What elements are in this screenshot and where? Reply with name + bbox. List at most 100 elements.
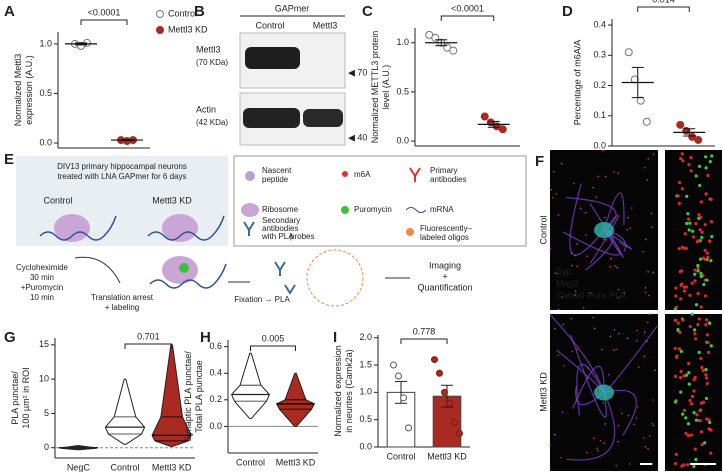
puncta [680, 187, 684, 191]
data-point [400, 394, 407, 402]
legend-text: m6A [354, 170, 371, 179]
puncta [644, 445, 647, 448]
puncta [609, 335, 612, 338]
puncta [694, 174, 698, 178]
puncta [574, 294, 576, 296]
puncta [693, 332, 697, 336]
puncta [651, 463, 654, 465]
row-size: (42 KDa) [196, 118, 228, 127]
dendrite [576, 363, 605, 416]
puncta [704, 192, 708, 196]
puncta [647, 157, 649, 160]
puncta [674, 452, 678, 457]
legend-text: probes [290, 232, 314, 241]
puncta [652, 399, 654, 401]
puncta [704, 373, 708, 377]
puncta [689, 155, 693, 160]
puncta [651, 423, 654, 425]
y-tick-label: 1.5 [359, 359, 372, 369]
treatment: Cycloheximide [16, 263, 69, 272]
channel-label: CamkII-Puro PLA [556, 290, 626, 300]
icon [341, 206, 349, 214]
blot-band [243, 108, 300, 128]
dendrite [603, 389, 637, 436]
puncta [684, 373, 689, 377]
data-point [436, 369, 443, 377]
puncta [560, 162, 563, 165]
puncta [704, 318, 709, 322]
puncta [674, 294, 678, 298]
y-tick-label: 0 [44, 442, 49, 452]
puncta [688, 324, 692, 329]
puncta [643, 166, 646, 169]
puncta [693, 272, 697, 276]
puncta [630, 207, 633, 209]
violin [104, 378, 146, 445]
puncta [701, 256, 706, 260]
legend-label: Mettl3 KD [168, 24, 208, 34]
puncta [703, 294, 708, 298]
puncta [695, 413, 699, 417]
puncta [692, 411, 696, 415]
puncta [687, 361, 691, 366]
puncta [697, 350, 701, 354]
y-axis-label: Normalized expression [333, 345, 343, 437]
puncta [561, 411, 564, 414]
panel-label: B [194, 3, 205, 20]
puncta [647, 270, 649, 273]
puncta [704, 323, 708, 327]
antibody [274, 261, 296, 295]
puncta [704, 367, 708, 372]
puncta [570, 317, 573, 320]
blot-header: GAPmer [275, 3, 310, 13]
puncta [692, 464, 696, 469]
data-point [395, 372, 402, 380]
puncta [595, 196, 598, 198]
y-tick-label: 1.0 [39, 38, 52, 48]
y-axis-label: Percentage of m6A/A [572, 40, 582, 126]
puncta [685, 221, 689, 226]
ribosome [54, 214, 90, 242]
puncta [617, 288, 620, 291]
puncta [643, 355, 646, 358]
y-axis-label: expression (A.U.) [24, 55, 34, 125]
legend-text: Fluorescently– [420, 224, 473, 233]
puncta [682, 408, 687, 412]
puncta [690, 312, 694, 316]
puncta [704, 376, 709, 380]
puncta [687, 371, 691, 375]
puncta [691, 229, 695, 233]
icon [405, 207, 427, 213]
puncta [579, 207, 582, 210]
puncta [703, 441, 707, 445]
puncta [603, 442, 605, 445]
data-point [498, 125, 507, 134]
puncta [616, 266, 618, 269]
puncta [571, 264, 573, 267]
puncta [703, 248, 707, 252]
significance-bracket [440, 15, 495, 21]
puncta [675, 354, 679, 358]
puncta [696, 263, 700, 268]
puncta [689, 433, 693, 437]
puncta [613, 328, 616, 331]
row-size: (70 KDa) [196, 58, 228, 67]
x-tick-label: Control [110, 462, 139, 472]
panel-label: E [4, 151, 14, 168]
data-point [624, 48, 633, 57]
mrna [39, 215, 117, 241]
puncta [574, 290, 577, 292]
x-tick-label: Control [386, 451, 415, 461]
puncta [693, 328, 697, 332]
blot-band [303, 109, 343, 127]
puncta [593, 437, 595, 440]
puncta [700, 442, 704, 447]
puncta [617, 172, 620, 174]
dendrite [603, 192, 625, 231]
x-tick-label: Mettl3 KD [276, 457, 316, 467]
data-point [390, 361, 397, 369]
puncta [626, 228, 628, 231]
intro: DIV13 primary hippocampal neurons [57, 162, 187, 171]
puncta [699, 274, 703, 279]
puncta [553, 433, 556, 436]
